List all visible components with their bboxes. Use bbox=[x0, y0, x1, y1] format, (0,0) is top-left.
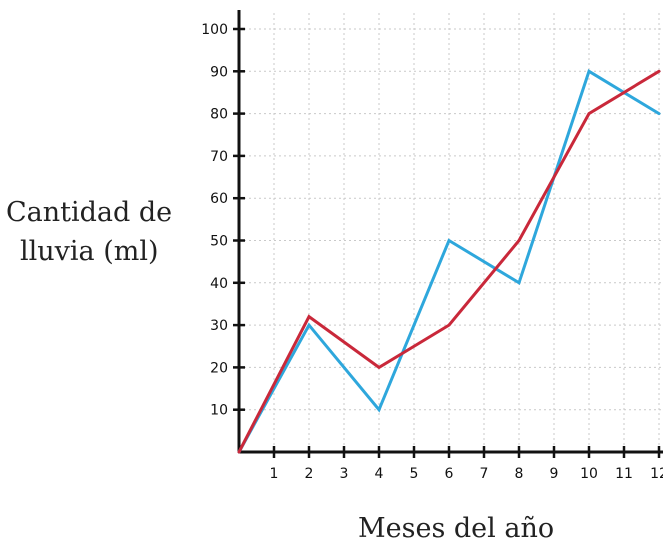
y-tick-label: 100 bbox=[201, 22, 228, 38]
x-tick-label: 11 bbox=[615, 466, 633, 482]
x-tick-label: 9 bbox=[550, 466, 559, 482]
x-tick-label: 12 bbox=[650, 466, 663, 482]
x-tick-label: 10 bbox=[580, 466, 598, 482]
y-axis-label-line-2: lluvia (ml) bbox=[20, 236, 159, 267]
y-tick-label: 90 bbox=[210, 64, 228, 80]
y-tick-label: 10 bbox=[210, 403, 228, 419]
x-tick-label: 1 bbox=[270, 466, 279, 482]
x-tick-label: 5 bbox=[410, 466, 419, 482]
x-tick-label: 4 bbox=[375, 466, 384, 482]
y-tick-label: 40 bbox=[210, 276, 228, 292]
y-tick-label: 20 bbox=[210, 360, 228, 376]
y-tick-label: 60 bbox=[210, 191, 228, 207]
x-axis-label: Meses del año bbox=[358, 513, 555, 544]
y-tick-label: 80 bbox=[210, 107, 228, 123]
y-axis-label-line-1: Cantidad de bbox=[6, 197, 173, 228]
x-tick-label: 2 bbox=[305, 466, 314, 482]
y-tick-label: 70 bbox=[210, 149, 228, 165]
series-line-2 bbox=[237, 69, 661, 454]
series-line-1 bbox=[237, 69, 661, 454]
y-tick-label: 30 bbox=[210, 318, 228, 334]
x-tick-label: 6 bbox=[445, 466, 454, 482]
x-tick-label: 3 bbox=[340, 466, 349, 482]
x-tick-label: 7 bbox=[480, 466, 489, 482]
x-tick-label: 8 bbox=[515, 466, 524, 482]
y-axis-label: Cantidad de lluvia (ml) bbox=[6, 193, 176, 271]
y-tick-label: 50 bbox=[210, 234, 228, 250]
